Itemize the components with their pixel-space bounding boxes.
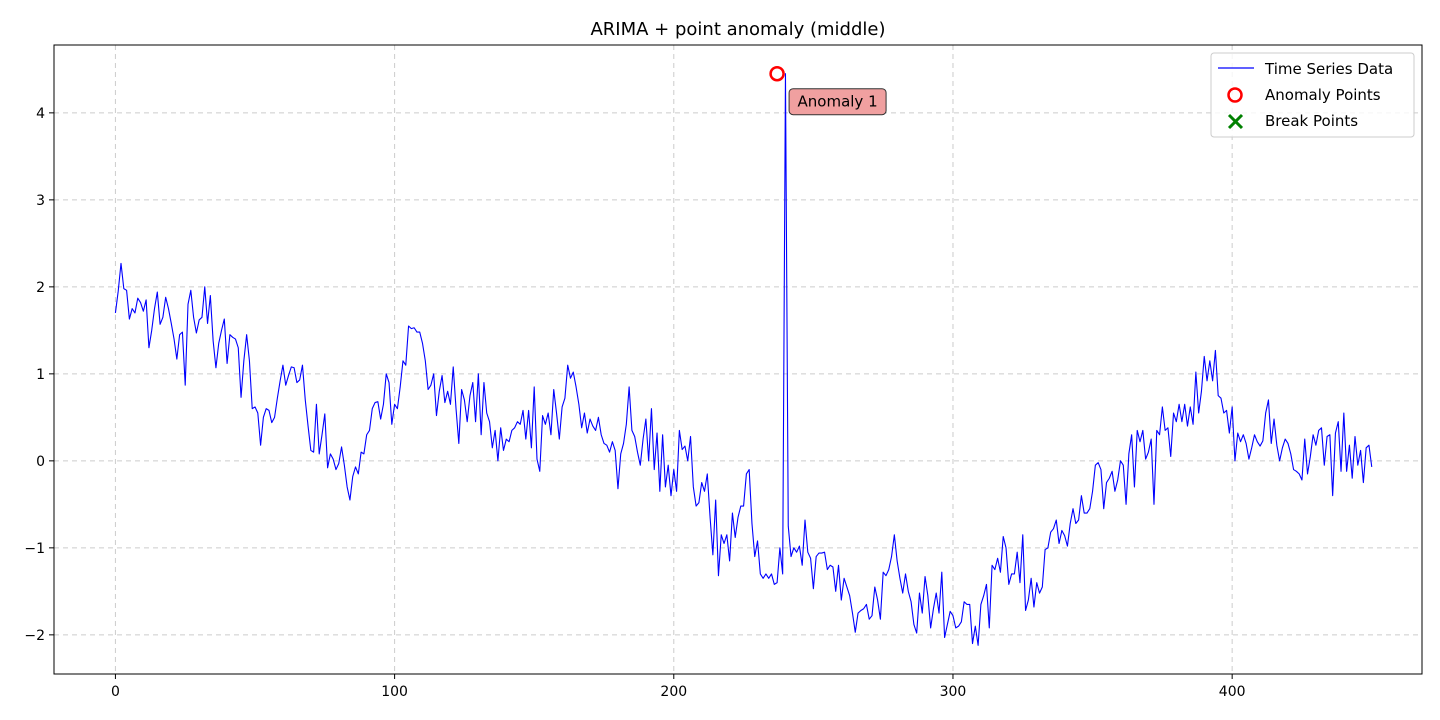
y-tick-label: 3 <box>36 193 45 209</box>
y-tick-label: −1 <box>24 541 45 557</box>
legend-x-swatch <box>1227 113 1244 130</box>
anomaly-layer: Anomaly 1 <box>769 65 887 116</box>
x-tick-label: 200 <box>660 684 687 700</box>
plot-frame <box>53 44 1423 675</box>
legend-label-anomaly: Anomaly Points <box>1265 86 1381 104</box>
anomaly-point <box>769 65 785 82</box>
chart-title: ARIMA + point anomaly (middle) <box>590 19 885 40</box>
anomaly-label-box <box>788 88 887 116</box>
legend-box <box>1210 52 1415 138</box>
legend-label-break: Break Points <box>1265 112 1358 130</box>
y-tick-label: −2 <box>24 628 45 644</box>
series-layer <box>114 73 1373 646</box>
y-tick-label: 0 <box>36 454 45 470</box>
x-tick-label: 0 <box>111 684 120 700</box>
y-tick-label: 1 <box>36 367 45 383</box>
anomaly-label: Anomaly 1 <box>798 93 878 111</box>
series-line <box>114 73 1373 646</box>
x-tick-label: 100 <box>381 684 408 700</box>
y-tick-label: 4 <box>36 106 45 122</box>
legend-label-series: Time Series Data <box>1264 60 1393 78</box>
y-tick-label: 2 <box>36 280 45 296</box>
legend: Time Series Data Anomaly Points Break Po… <box>1210 52 1415 138</box>
legend-circle-swatch <box>1227 87 1243 103</box>
axis-ticks: 0 100 200 300 400 −2 −1 0 1 2 3 4 <box>24 106 1245 700</box>
x-tick-label: 300 <box>940 684 967 700</box>
x-tick-label: 400 <box>1219 684 1246 700</box>
grid-lines <box>54 45 1422 674</box>
